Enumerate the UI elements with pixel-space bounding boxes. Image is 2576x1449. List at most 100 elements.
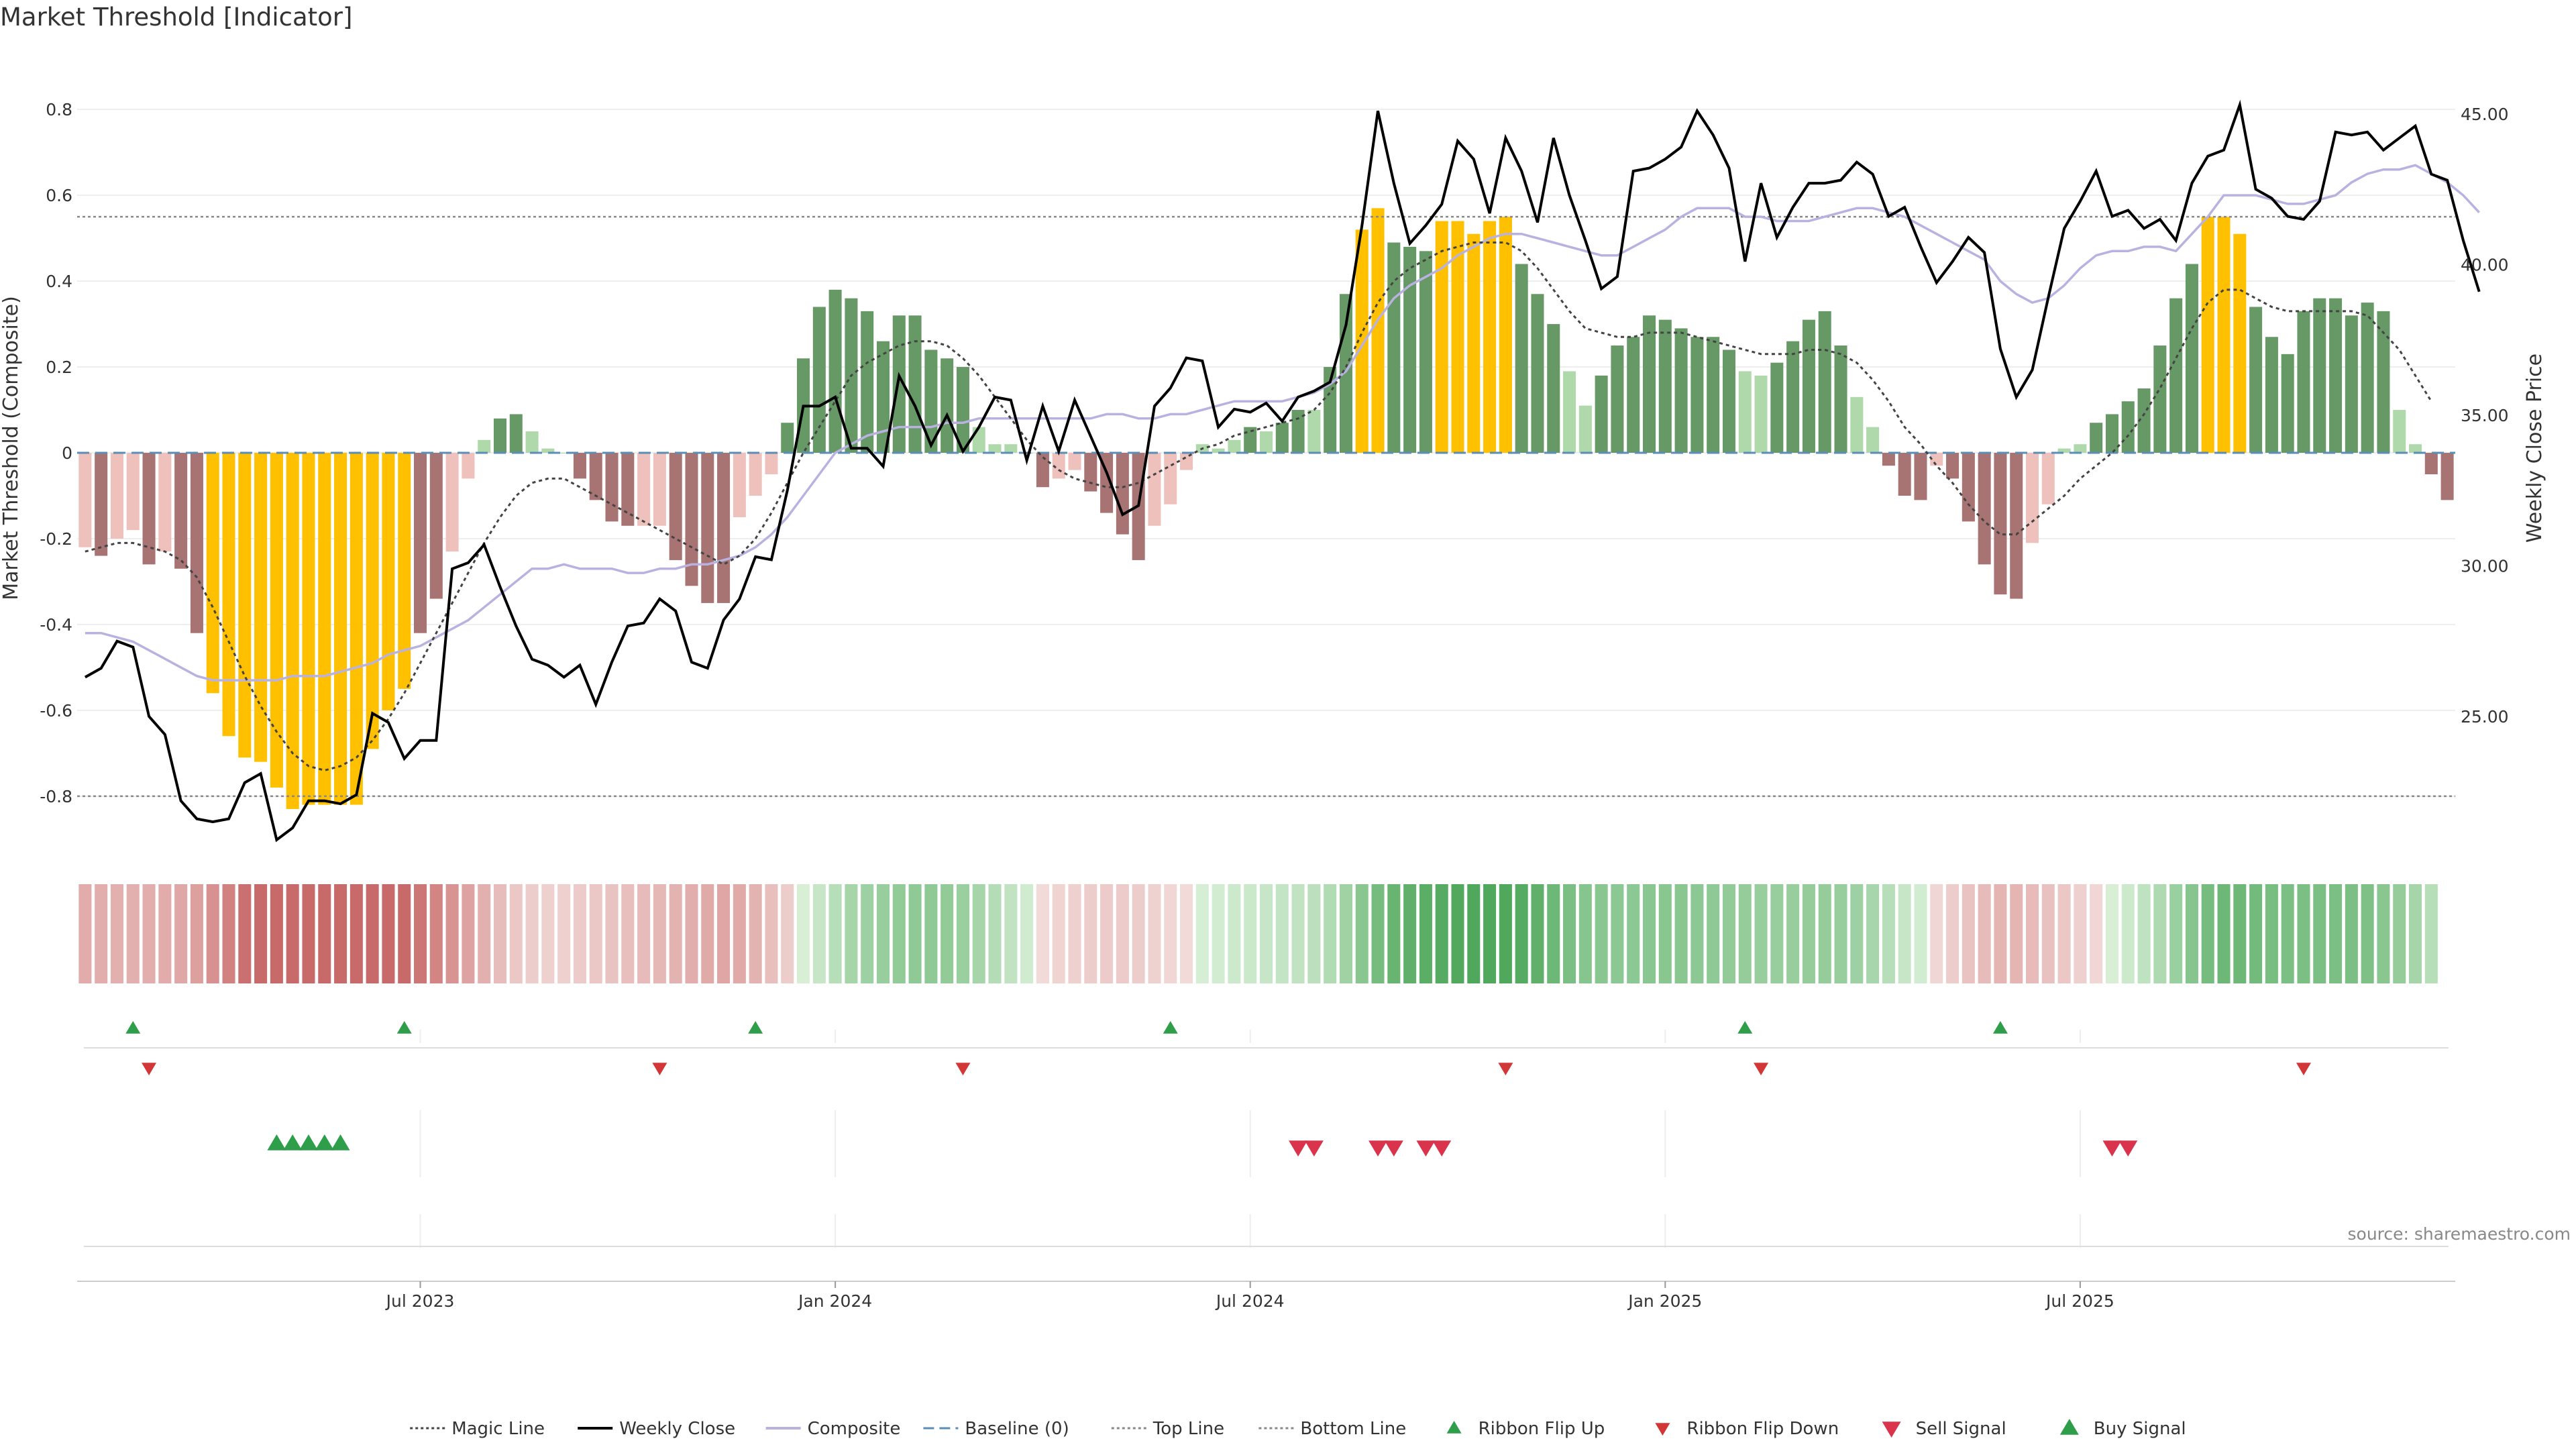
composite-bar [398, 453, 411, 689]
composite-bar [1547, 324, 1560, 453]
sell-signal-marker [1384, 1140, 1403, 1157]
ribbon-cell [429, 884, 443, 983]
ribbon-cell [493, 884, 507, 983]
sell-signal-marker [1304, 1140, 1324, 1157]
ribbon-cell [1052, 884, 1065, 983]
ribbon-cell [1020, 884, 1034, 983]
ribbon-cell [158, 884, 172, 983]
composite-bar [2217, 217, 2231, 453]
ribbon-heatmap [78, 884, 2438, 983]
composite-bar [812, 307, 826, 453]
ribbon-cell [2377, 884, 2390, 983]
composite-bar [1355, 229, 1368, 453]
composite-bar [429, 453, 443, 599]
composite-bar [653, 453, 666, 526]
ribbon-cell [2090, 884, 2103, 983]
ribbon-cell [956, 884, 969, 983]
right-tick-label: 35.00 [2461, 406, 2509, 425]
ribbon-cell [2105, 884, 2118, 983]
ribbon-cell [238, 884, 252, 983]
sell-signal-marker [1432, 1140, 1452, 1157]
composite-bar [1387, 242, 1401, 453]
legend-label: Ribbon Flip Up [1479, 1419, 1605, 1439]
right-axis-label: Weekly Close Price [2523, 354, 2546, 543]
legend-label: Magic Line [451, 1419, 545, 1439]
composite-bar [701, 453, 714, 603]
composite-bar [2329, 298, 2343, 453]
x-tick-label: Jul 2025 [2045, 1291, 2114, 1311]
ribbon-cell [1132, 884, 1145, 983]
ribbon-cell [2345, 884, 2358, 983]
left-tick-label: 0.4 [46, 272, 72, 291]
ribbon-cell [318, 884, 331, 983]
composite-bars [78, 208, 2454, 810]
composite-bar [2025, 453, 2039, 543]
ribbon-cell [1339, 884, 1352, 983]
ribbon-cell [2121, 884, 2135, 983]
ribbon-cell [733, 884, 746, 983]
composite-bar [1707, 337, 1720, 453]
axis-ticks: 0.8 0.6 0.4 0.2 0 -0.2 -0.4 -0.6 -0.8 45.00 40.00 3… [40, 100, 2508, 1311]
composite-bar [1036, 453, 1049, 488]
legend-item: Ribbon Flip Down [1655, 1419, 1839, 1439]
ribbon-cell [1499, 884, 1512, 983]
ribbon-cell [812, 884, 826, 983]
composite-bar [270, 453, 283, 788]
composite-bar [1052, 453, 1065, 479]
ribbon-cell [685, 884, 698, 983]
ribbon-cell [1419, 884, 1432, 983]
ribbon-cell [1036, 884, 1049, 983]
ribbon-flip-up-marker [1992, 1021, 2008, 1034]
composite-bar [126, 453, 140, 531]
composite-bar [1148, 453, 1161, 526]
ribbon-cell [398, 884, 411, 983]
composite-bar [302, 453, 315, 805]
composite-bar [1674, 328, 1688, 453]
composite-bar [1978, 453, 1991, 565]
composite-bar [2010, 453, 2023, 599]
composite-bar [1116, 453, 1129, 535]
ribbon-cell [1116, 884, 1129, 983]
ribbon-cell [525, 884, 539, 983]
ribbon-cell [941, 884, 954, 983]
ribbon-cell [876, 884, 890, 983]
ribbon-cell [573, 884, 586, 983]
ribbon-cell [1930, 884, 1943, 983]
ribbon-cell [2010, 884, 2023, 983]
composite-bar [2377, 311, 2390, 453]
ribbon-cell [1435, 884, 1448, 983]
ribbon-cell [1259, 884, 1273, 983]
ribbon-flip-up-marker [1737, 1021, 1753, 1034]
composite-bar [1595, 375, 1608, 453]
ribbon-cell [2185, 884, 2198, 983]
buy-sell-signal-markers [267, 1134, 2138, 1157]
ribbon-cell [1212, 884, 1225, 983]
ribbon-cell [605, 884, 619, 983]
composite-bar [1515, 264, 1528, 453]
composite-bar [908, 315, 922, 453]
composite-bar [1818, 311, 1831, 453]
ribbon-cell [1164, 884, 1177, 983]
composite-bar [1946, 453, 1960, 479]
left-axis-label: Market Threshold (Composite) [0, 296, 23, 600]
composite-bar [2345, 315, 2358, 453]
ribbon-cell [1228, 884, 1241, 983]
sell-signal-marker [1289, 1140, 1308, 1157]
legend-item: Magic Line [410, 1419, 545, 1439]
composite-bar [366, 453, 379, 749]
composite-bar [1738, 371, 1752, 453]
composite-bar [1275, 423, 1289, 453]
composite-bar [334, 453, 347, 805]
legend-label: Bottom Line [1300, 1419, 1406, 1439]
composite-bar [861, 311, 874, 453]
ribbon-flip-down-marker [1498, 1063, 1513, 1075]
ribbon-cell [749, 884, 762, 983]
ribbon-cell [908, 884, 922, 983]
ribbon-cell [334, 884, 347, 983]
left-tick-label: 0.2 [46, 358, 72, 377]
composite-bar [2121, 401, 2135, 453]
ribbon-cell [2265, 884, 2278, 983]
ribbon-cell [126, 884, 140, 983]
ribbon-cell [541, 884, 555, 983]
ribbon-cell [637, 884, 651, 983]
